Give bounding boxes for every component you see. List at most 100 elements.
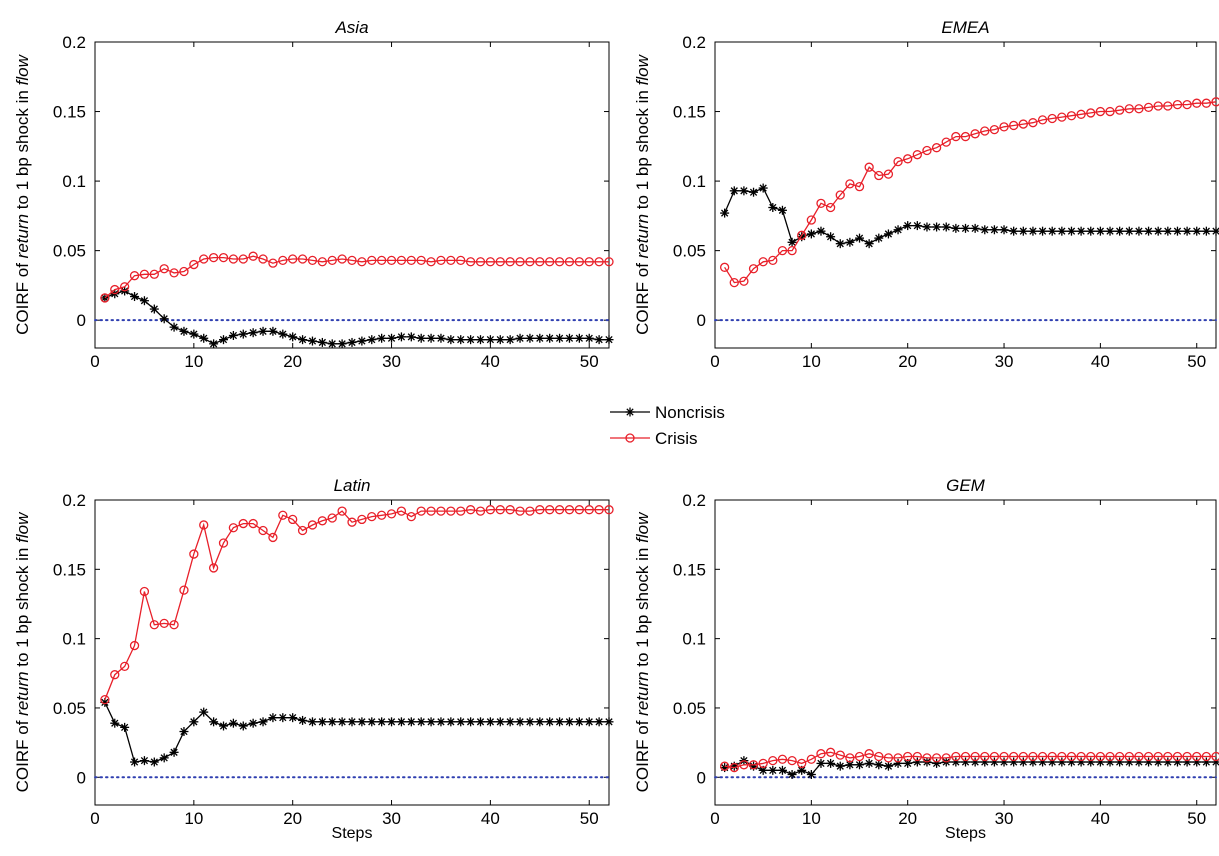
- data-point-crisis: [1076, 109, 1086, 119]
- y-tick-label: 0.2: [682, 491, 706, 510]
- y-axis-label: COIRF of return to 1 bp shock in flow: [13, 511, 32, 792]
- data-point-noncrisis: [768, 203, 778, 213]
- data-point-crisis: [386, 255, 397, 266]
- data-point-noncrisis: [980, 225, 990, 235]
- data-point-crisis: [1124, 104, 1134, 114]
- data-point-noncrisis: [159, 314, 169, 324]
- data-point-crisis: [208, 563, 219, 573]
- x-tick-label: 20: [283, 809, 302, 828]
- series-line-crisis: [104, 509, 609, 700]
- data-point-crisis: [874, 170, 884, 181]
- data-point-noncrisis: [505, 335, 515, 345]
- y-axis-label-part: flow: [633, 53, 652, 85]
- data-point-noncrisis: [826, 758, 836, 768]
- data-point-noncrisis: [604, 335, 614, 345]
- data-point-noncrisis: [476, 717, 485, 727]
- data-point-crisis: [554, 505, 565, 515]
- data-point-crisis: [129, 271, 140, 281]
- data-point-crisis: [1182, 751, 1192, 762]
- data-point-noncrisis: [485, 335, 495, 345]
- data-point-noncrisis: [248, 718, 258, 728]
- data-point-noncrisis: [787, 770, 797, 779]
- panel-latin: Latin 0 10 20 30 40 50 0 0.05 0.1 0.15 0.2 COIRF of …: [13, 476, 614, 842]
- data-point-crisis: [960, 751, 971, 762]
- data-point-crisis: [1037, 751, 1048, 762]
- data-point-crisis: [874, 751, 884, 762]
- data-point-noncrisis: [238, 329, 248, 339]
- data-point-crisis: [1018, 119, 1028, 129]
- data-point-crisis: [989, 751, 1000, 762]
- data-point-crisis: [1115, 751, 1125, 762]
- data-point-crisis: [999, 751, 1009, 762]
- data-point-crisis: [1143, 751, 1154, 762]
- data-point-crisis: [268, 258, 278, 268]
- data-point-crisis: [278, 255, 288, 266]
- data-point-noncrisis: [149, 757, 159, 767]
- data-point-crisis: [729, 277, 739, 288]
- data-point-crisis: [416, 506, 426, 516]
- data-point-crisis: [864, 749, 874, 759]
- data-point-crisis: [139, 269, 150, 279]
- data-point-crisis: [446, 506, 456, 516]
- data-point-crisis: [525, 506, 535, 516]
- data-point-crisis: [238, 518, 248, 529]
- series-noncrisis: [720, 183, 1219, 249]
- y-tick-label: 0.15: [673, 560, 706, 579]
- data-point-noncrisis: [835, 239, 845, 249]
- data-point-noncrisis: [1172, 226, 1182, 236]
- data-point-crisis: [248, 518, 258, 529]
- data-point-crisis: [980, 751, 990, 762]
- data-point-noncrisis: [749, 187, 759, 197]
- data-point-crisis: [1192, 98, 1202, 108]
- data-point-noncrisis: [855, 233, 865, 243]
- data-point-crisis: [1105, 106, 1115, 117]
- data-point-noncrisis: [159, 753, 169, 763]
- plot-area: [94, 41, 610, 349]
- data-point-noncrisis: [1182, 226, 1192, 236]
- data-point-crisis: [999, 122, 1009, 132]
- data-point-noncrisis: [855, 760, 865, 770]
- data-point-crisis: [1172, 99, 1183, 110]
- data-point-crisis: [758, 758, 768, 769]
- data-point-noncrisis: [1211, 226, 1219, 236]
- panel-asia: Asia 0 10 20 30 40 50 0 0.05 0.1 0.15 0.2 COIRF of r…: [13, 18, 614, 371]
- data-point-noncrisis: [535, 333, 545, 343]
- data-point-crisis: [845, 179, 855, 189]
- data-point-noncrisis: [189, 717, 199, 727]
- data-point-noncrisis: [864, 239, 874, 249]
- data-point-crisis: [1153, 101, 1163, 111]
- data-point-crisis: [951, 131, 961, 142]
- data-point-noncrisis: [367, 335, 377, 345]
- data-point-crisis: [228, 254, 239, 264]
- data-point-crisis: [951, 751, 961, 762]
- data-point-noncrisis: [278, 713, 288, 723]
- y-axis-label: COIRF of return to 1 bp shock in flow: [633, 511, 652, 792]
- x-tick-label: 30: [382, 352, 401, 371]
- data-point-crisis: [941, 753, 951, 763]
- x-tick-label: 30: [995, 809, 1014, 828]
- data-point-noncrisis: [604, 717, 614, 727]
- x-tick-label: 30: [995, 352, 1014, 371]
- data-point-noncrisis: [436, 717, 446, 727]
- panel-title: Latin: [334, 476, 371, 495]
- data-point-noncrisis: [594, 335, 604, 345]
- data-point-crisis: [169, 620, 179, 630]
- y-tick-label: 0.15: [53, 103, 86, 122]
- data-point-crisis: [139, 586, 150, 597]
- data-point-crisis: [903, 751, 913, 762]
- data-point-crisis: [495, 505, 505, 515]
- data-point-noncrisis: [545, 333, 555, 343]
- data-point-crisis: [100, 293, 110, 303]
- data-point-crisis: [1182, 99, 1192, 110]
- data-point-noncrisis: [317, 337, 327, 347]
- data-point-noncrisis: [1124, 226, 1134, 236]
- data-point-noncrisis: [466, 335, 476, 345]
- data-point-noncrisis: [555, 333, 565, 343]
- data-point-crisis: [1095, 106, 1106, 117]
- data-point-noncrisis: [387, 333, 397, 343]
- data-point-crisis: [574, 505, 584, 515]
- data-point-crisis: [1211, 751, 1219, 762]
- x-tick-label: 50: [1187, 352, 1206, 371]
- data-point-crisis: [189, 549, 199, 559]
- data-point-crisis: [307, 520, 318, 530]
